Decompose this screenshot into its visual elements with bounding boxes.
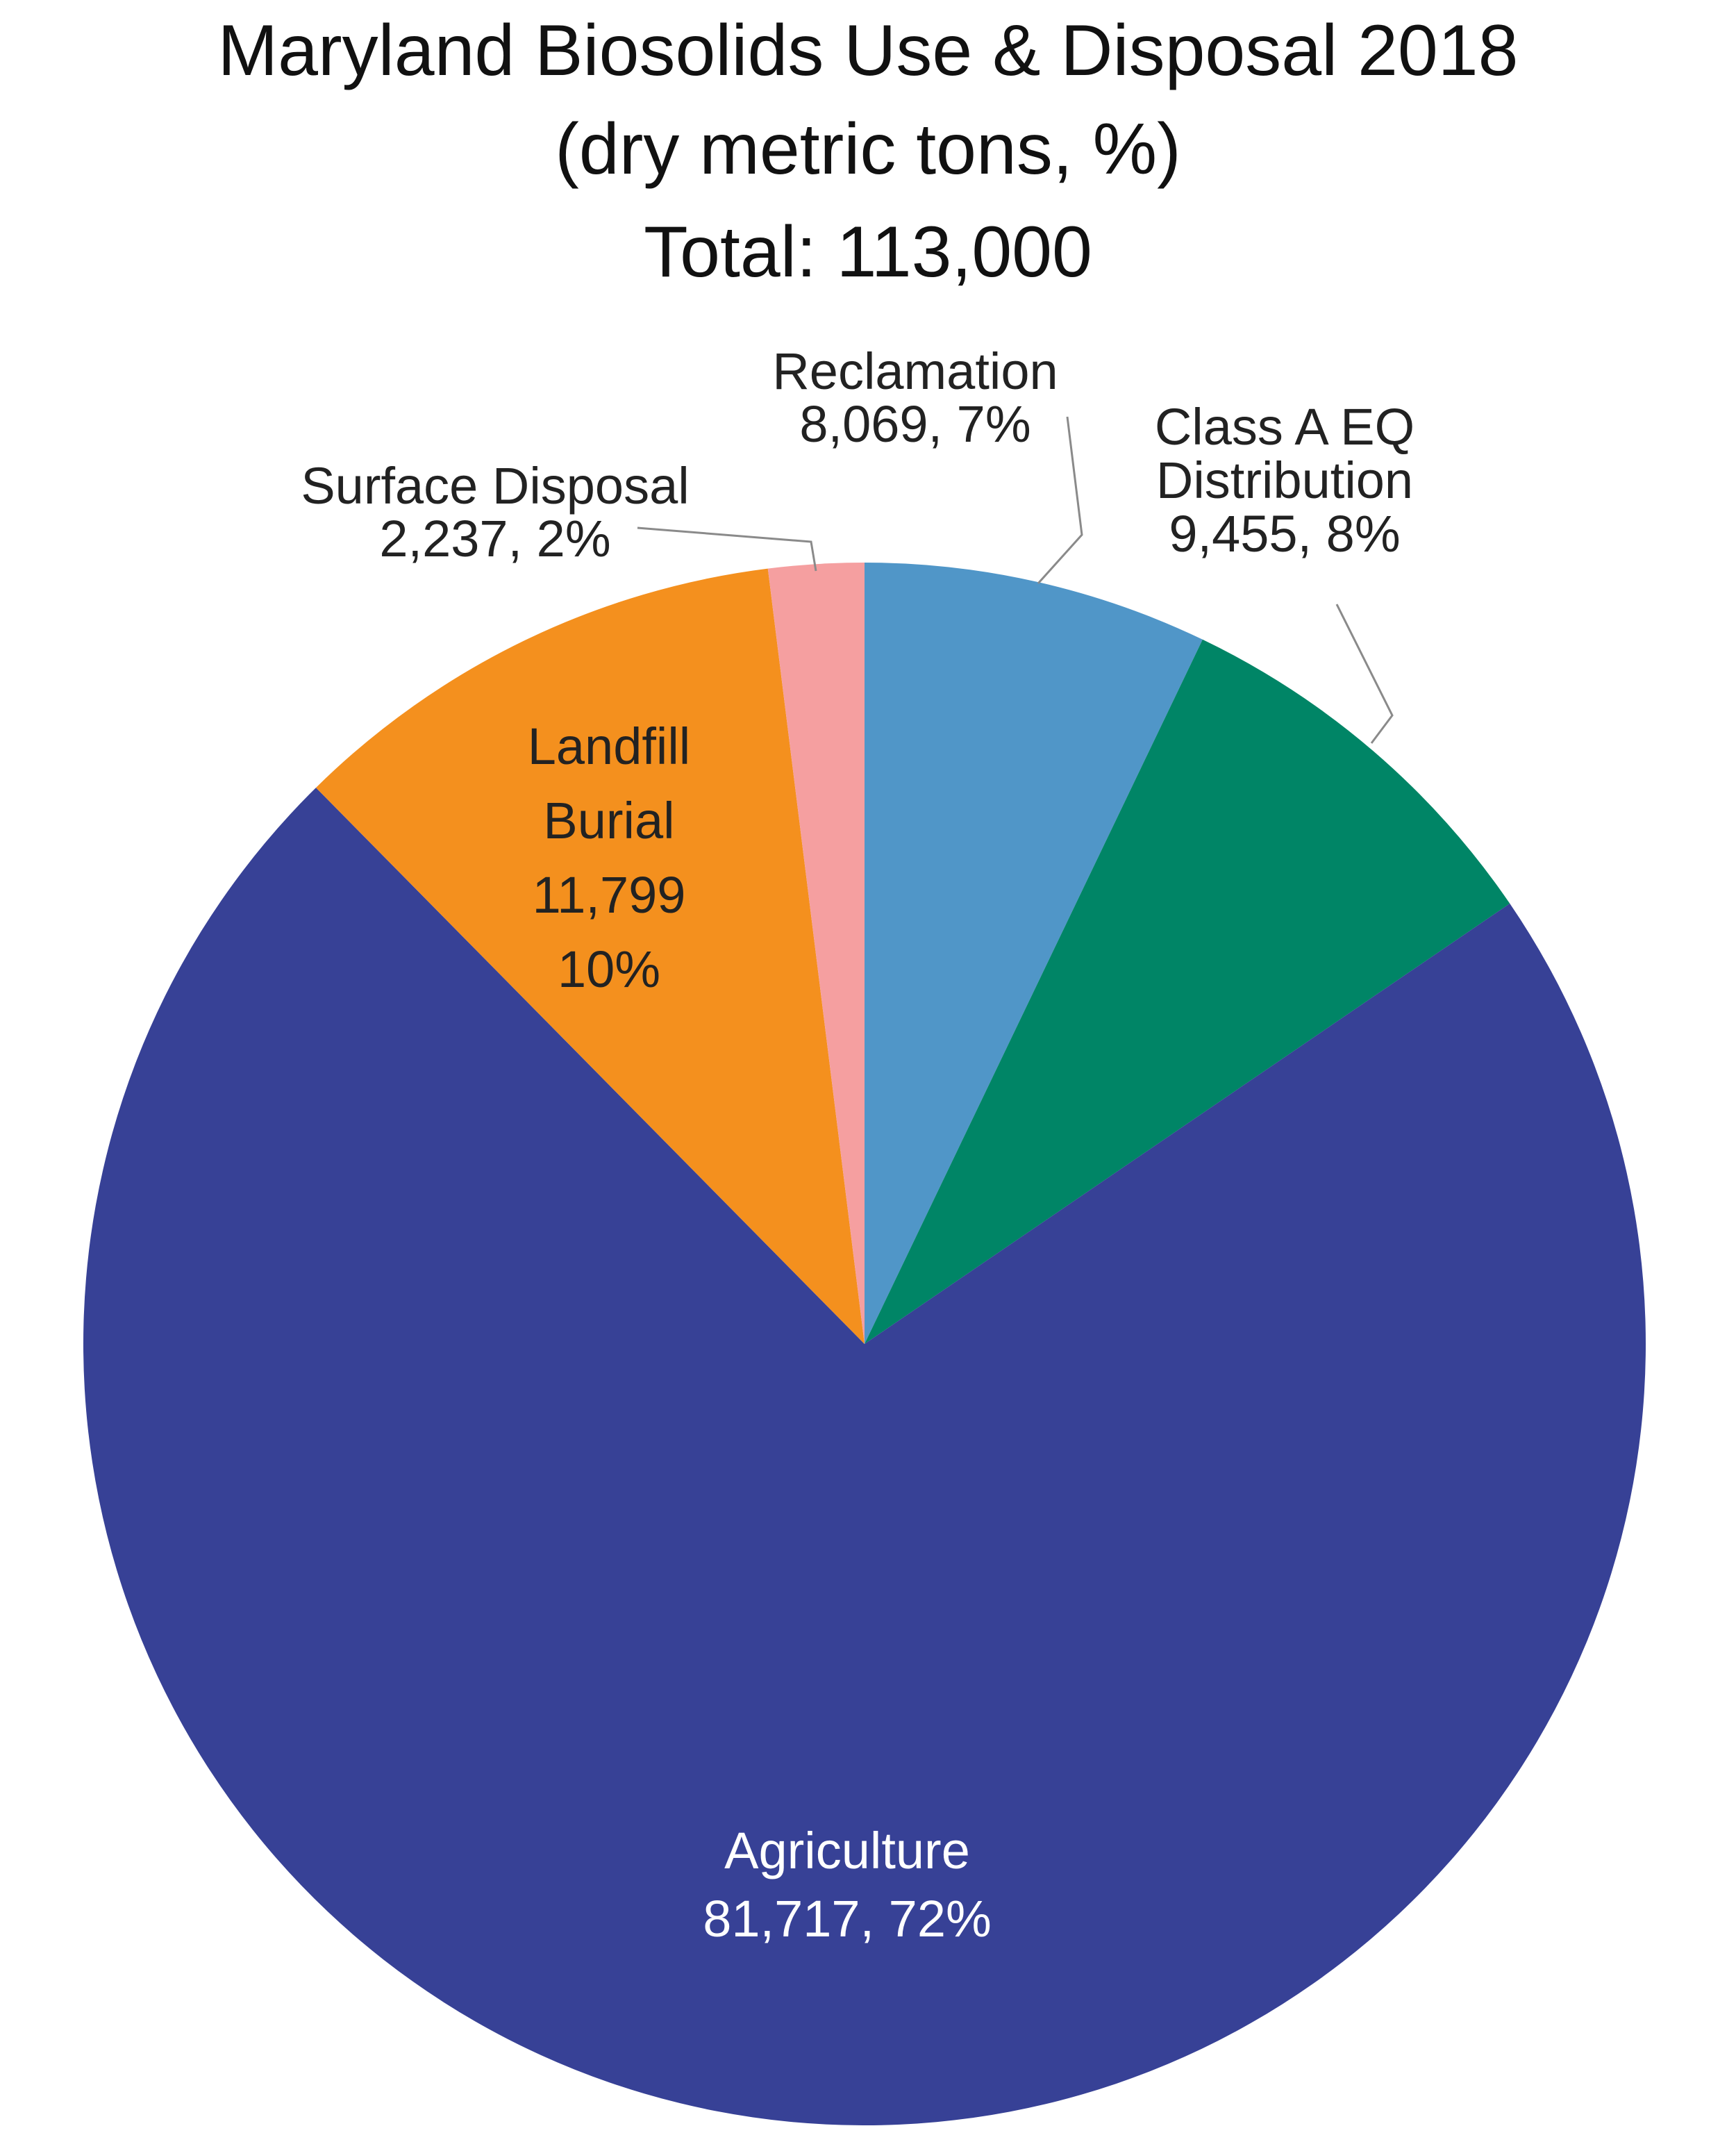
leader-line-class-a-eq-distribution [1335,604,1394,744]
slice-label-line: Reclamation [772,342,1058,400]
slice-label-surface-disposal: Surface Disposal 2,237, 2% [301,457,689,567]
slice-labels: Reclamation 8,069, 7% Class A EQ Distributi… [301,342,1414,1948]
slice-label-class-a-eq-distribution: Class A EQ Distribution 9,455, 8% [1155,398,1414,563]
pie-slice-surface-disposal [767,563,865,1344]
chart-subtitle: (dry metric tons, %) [555,109,1180,190]
slice-label-line: 81,717, 72% [703,1890,992,1948]
slice-label-line: 9,455, 8% [1169,505,1400,563]
leader-lines [637,416,1394,744]
slice-label-reclamation: Reclamation 8,069, 7% [772,342,1058,453]
chart-title: Maryland Biosolids Use & Disposal 2018 [218,10,1519,91]
pie-slice-class-a-eq-distribution [865,639,1510,1344]
chart-total: Total: 113,000 [644,212,1092,292]
slice-label-line: 2,237, 2% [379,510,610,567]
slice-label-line: 10% [558,940,660,998]
slice-label-line: Distribution [1156,451,1413,509]
pie-slice-landfill-burial [315,568,865,1344]
pie-slices [83,563,1646,2125]
leader-line-reclamation [1037,416,1083,585]
slice-label-line: 8,069, 7% [799,395,1030,453]
slice-label-line: Agriculture [724,1822,970,1879]
slice-label-agriculture: Agriculture 81,717, 72% [703,1822,992,1948]
leader-line-surface-disposal [637,526,817,572]
slice-label-line: Class A EQ [1155,398,1414,456]
slice-label-line: Burial [543,792,674,849]
slice-label-landfill-burial: Landfill Burial 11,799 10% [528,717,691,998]
pie-slice-agriculture [83,788,1646,2125]
pie-slice-reclamation [865,563,1203,1344]
slice-label-line: Surface Disposal [301,457,689,515]
slice-label-line: 11,799 [533,866,686,924]
slice-label-line: Landfill [528,717,691,775]
